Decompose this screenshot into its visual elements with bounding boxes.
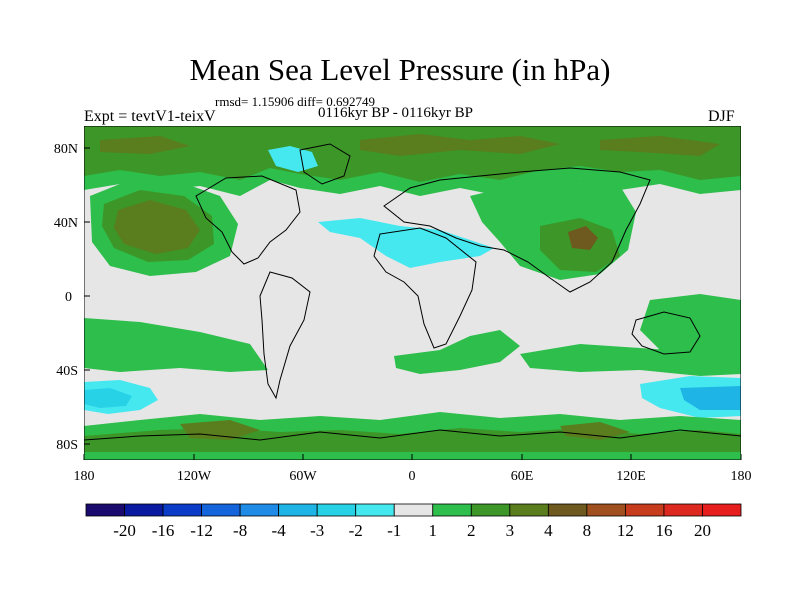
colorbar-label: 16 xyxy=(655,521,672,540)
lon-label: 60E xyxy=(511,469,534,484)
lat-label: 0 xyxy=(65,290,72,305)
colorbar-label: -20 xyxy=(113,521,136,540)
coastlines xyxy=(84,143,741,441)
north-pacific-anomaly-core xyxy=(114,200,200,254)
south-atlantic-anomaly xyxy=(394,330,520,374)
arctic-brown-patches xyxy=(100,134,720,156)
axis-ticks xyxy=(83,147,742,460)
lon-label: 180 xyxy=(74,469,95,484)
asia-brown-spot xyxy=(568,226,598,250)
lon-label: 120E xyxy=(616,469,646,484)
arctic-anomaly-band xyxy=(84,126,741,188)
colorbar-label: 12 xyxy=(617,521,634,540)
map-plot-area xyxy=(84,126,741,460)
coastline-australia xyxy=(631,311,701,355)
colorbar-label: -16 xyxy=(152,521,175,540)
lat-label: 80S xyxy=(56,438,78,453)
lat-label: 40S xyxy=(56,364,78,379)
colorbar-label: 4 xyxy=(544,521,553,540)
colorbar-swatch xyxy=(393,503,434,517)
lon-label: 0 xyxy=(409,469,416,484)
colorbar-labels: -20 -16 -12 -8 -4 -3 -2 -1 1 2 3 4 8 12 16 20 xyxy=(113,521,711,540)
colorbar-label: 2 xyxy=(467,521,476,540)
colorbar-swatch xyxy=(162,503,202,517)
colorbar-swatch xyxy=(702,503,742,517)
colorbar-swatch xyxy=(509,503,549,517)
colorbar-label: -4 xyxy=(272,521,287,540)
colorbar-label: -3 xyxy=(310,521,324,540)
statistics-line: rmsd= 1.15906 diff= 0.692749 xyxy=(215,94,375,109)
colorbar-label: 1 xyxy=(429,521,438,540)
colorbar-swatch xyxy=(586,503,626,517)
colorbar-swatch xyxy=(355,503,395,517)
lon-label: 60W xyxy=(289,469,317,484)
colorbar-swatch xyxy=(239,503,280,517)
colorbar-swatch xyxy=(663,503,703,517)
lon-label: 120W xyxy=(177,469,212,484)
colorbar-swatch xyxy=(470,503,511,517)
colorbar-swatch xyxy=(316,503,357,517)
map-title: Mean Sea Level Pressure (in hPa) xyxy=(189,52,611,87)
colorbar-label: 20 xyxy=(694,521,711,540)
colorbar xyxy=(85,503,742,517)
arctic-cyan-patch xyxy=(268,146,318,172)
season-label: DJF xyxy=(708,108,735,125)
lat-label: 80N xyxy=(54,142,78,157)
arctic-green-patches xyxy=(84,166,741,196)
colorbar-swatch xyxy=(278,503,318,517)
colorbar-swatch xyxy=(85,503,125,517)
coastline-north-america xyxy=(195,175,301,265)
colorbar-swatch xyxy=(625,503,665,517)
latitude-labels: 80N 40N 0 40S 80S xyxy=(54,142,78,453)
colorbar-label: -2 xyxy=(349,521,363,540)
longitude-labels: 180 120W 60W 0 60E 120E 180 xyxy=(74,469,752,484)
indian-ocean-negative-core xyxy=(680,386,741,410)
colorbar-label: 3 xyxy=(506,521,515,540)
colorbar-swatch xyxy=(432,503,472,517)
experiment-label: Expt = tevtV1-teixV xyxy=(84,108,216,125)
south-pacific-negative-core xyxy=(84,388,132,408)
period-label: 0116kyr BP - 0116kyr BP xyxy=(318,105,474,121)
saharan-negative-anomaly xyxy=(318,218,494,268)
coastline-greenland xyxy=(299,143,351,185)
coastline-eurasia xyxy=(383,167,651,293)
south-pacific-anomaly-band xyxy=(84,318,268,372)
colorbar-swatch xyxy=(547,503,588,517)
lon-label: 180 xyxy=(731,469,752,484)
colorbar-label: -1 xyxy=(387,521,401,540)
colorbar-label: -8 xyxy=(233,521,247,540)
coastline-south-america xyxy=(259,271,311,400)
antarctic-brown-patches xyxy=(180,420,630,440)
colorbar-label: -12 xyxy=(190,521,213,540)
colorbar-label: 8 xyxy=(583,521,592,540)
coastline-africa xyxy=(373,227,477,349)
lat-label: 40N xyxy=(54,216,78,231)
colorbar-swatch xyxy=(201,503,241,517)
colorbar-swatch xyxy=(124,503,164,517)
coastline-antarctica xyxy=(84,429,741,441)
